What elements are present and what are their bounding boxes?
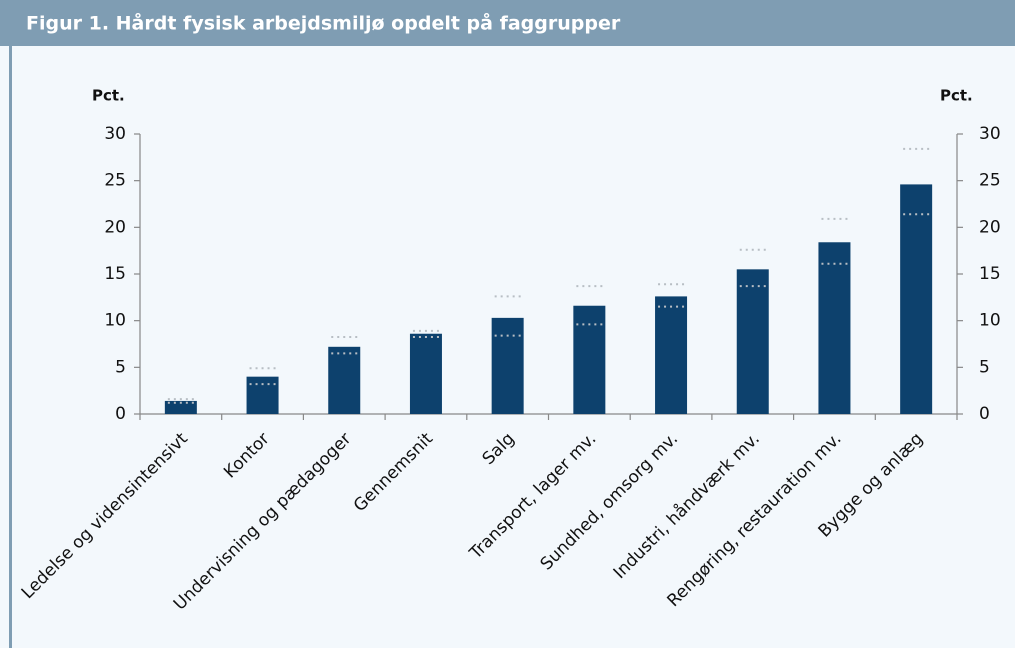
- bar: [491, 317, 524, 414]
- bar: [246, 376, 279, 414]
- y2-tick-label: 20: [979, 217, 1001, 237]
- y-tick-label: 30: [104, 124, 126, 144]
- bar: [573, 305, 606, 414]
- y-tick-label: 15: [104, 264, 126, 284]
- y-tick-label: 5: [115, 357, 126, 377]
- y2-tick-label: 10: [979, 311, 1001, 331]
- y2-axis-label: Pct.: [940, 87, 973, 105]
- bar: [736, 269, 769, 414]
- y-axis-label: Pct.: [92, 87, 125, 105]
- y2-tick-label: 15: [979, 264, 1001, 284]
- y-tick-label: 25: [104, 171, 126, 191]
- y-tick-label: 20: [104, 217, 126, 237]
- chart-title: Figur 1. Hårdt fysisk arbejdsmiljø opdel…: [26, 11, 621, 35]
- y2-tick-label: 5: [979, 357, 990, 377]
- bar: [409, 333, 442, 414]
- y-tick-label: 0: [115, 404, 126, 424]
- side-border: [9, 46, 12, 648]
- y2-tick-label: 30: [979, 124, 1001, 144]
- y2-tick-label: 25: [979, 171, 1001, 191]
- bar: [900, 184, 933, 414]
- y2-tick-label: 0: [979, 404, 990, 424]
- bar: [328, 346, 361, 414]
- header: [0, 0, 1015, 46]
- bar: [655, 296, 688, 414]
- bar: [164, 400, 197, 414]
- y-tick-label: 10: [104, 311, 126, 331]
- bar: [818, 242, 851, 414]
